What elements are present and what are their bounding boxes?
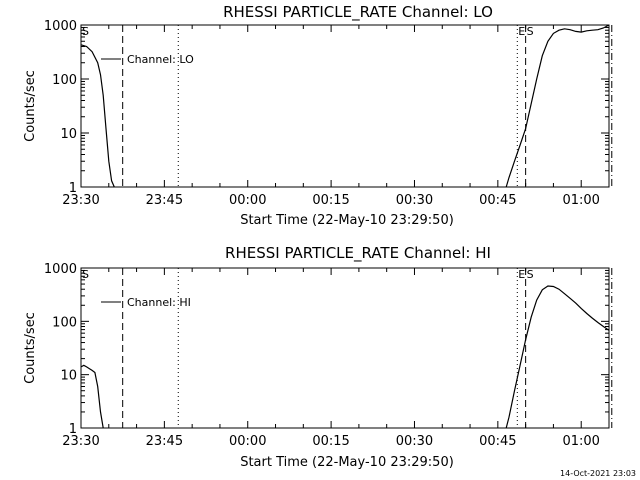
y-axis-label: Counts/sec	[23, 70, 38, 142]
time-marker-label: E	[518, 25, 525, 38]
series-line	[81, 44, 115, 187]
x-tick-label: 23:45	[146, 434, 183, 449]
chart-title: RHESSI PARTICLE_RATE Channel: LO	[223, 3, 493, 22]
series-line	[81, 364, 104, 428]
x-tick-label: 23:30	[62, 434, 99, 449]
y-tick-label: 10	[60, 127, 77, 142]
time-marker-label: S	[527, 25, 534, 38]
x-tick-label: 01:00	[562, 434, 599, 449]
time-marker-label: S	[527, 268, 534, 281]
y-tick-label: 100	[52, 73, 77, 88]
footer-date: 14-Oct-2021 23:03	[560, 469, 636, 478]
x-tick-label: 00:45	[479, 434, 516, 449]
y-tick-label: 1	[69, 181, 77, 196]
x-tick-label: 00:45	[479, 193, 516, 208]
y-tick-label: 10	[60, 369, 77, 384]
time-marker-label: S	[82, 268, 89, 281]
series-line	[505, 285, 609, 428]
x-tick-label: 01:00	[562, 193, 599, 208]
plot-frame	[80, 267, 610, 429]
x-axis-label: Start Time (22-May-10 23:29:50)	[240, 213, 454, 228]
x-tick-label: 00:30	[396, 434, 433, 449]
x-tick-label: 23:45	[146, 193, 183, 208]
x-tick-label: 00:30	[396, 193, 433, 208]
x-tick-label: 23:30	[62, 193, 99, 208]
x-tick-label: 00:00	[229, 193, 266, 208]
x-tick-label: 00:15	[312, 434, 349, 449]
plot-frame	[80, 24, 610, 188]
legend-label: Channel: LO	[127, 53, 194, 66]
x-tick-label: 00:00	[229, 434, 266, 449]
y-tick-label: 100	[52, 315, 77, 330]
y-tick-label: 1	[69, 422, 77, 437]
chart-title: RHESSI PARTICLE_RATE Channel: HI	[225, 244, 491, 263]
legend-label: Channel: HI	[127, 296, 191, 309]
chart-panel-0: RHESSI PARTICLE_RATE Channel: LO 23:30 23:…	[23, 3, 613, 228]
y-tick-label: 1000	[44, 19, 77, 34]
time-marker-label: E	[518, 268, 525, 281]
x-tick-label: 00:15	[312, 193, 349, 208]
time-marker-label: S	[82, 25, 89, 38]
x-axis-label: Start Time (22-May-10 23:29:50)	[240, 455, 454, 470]
chart-panel-1: RHESSI PARTICLE_RATE Channel: HI 23:30 23:…	[23, 244, 613, 470]
y-axis-label: Counts/sec	[23, 312, 38, 384]
y-tick-label: 1000	[44, 262, 77, 277]
series-line	[505, 25, 609, 187]
